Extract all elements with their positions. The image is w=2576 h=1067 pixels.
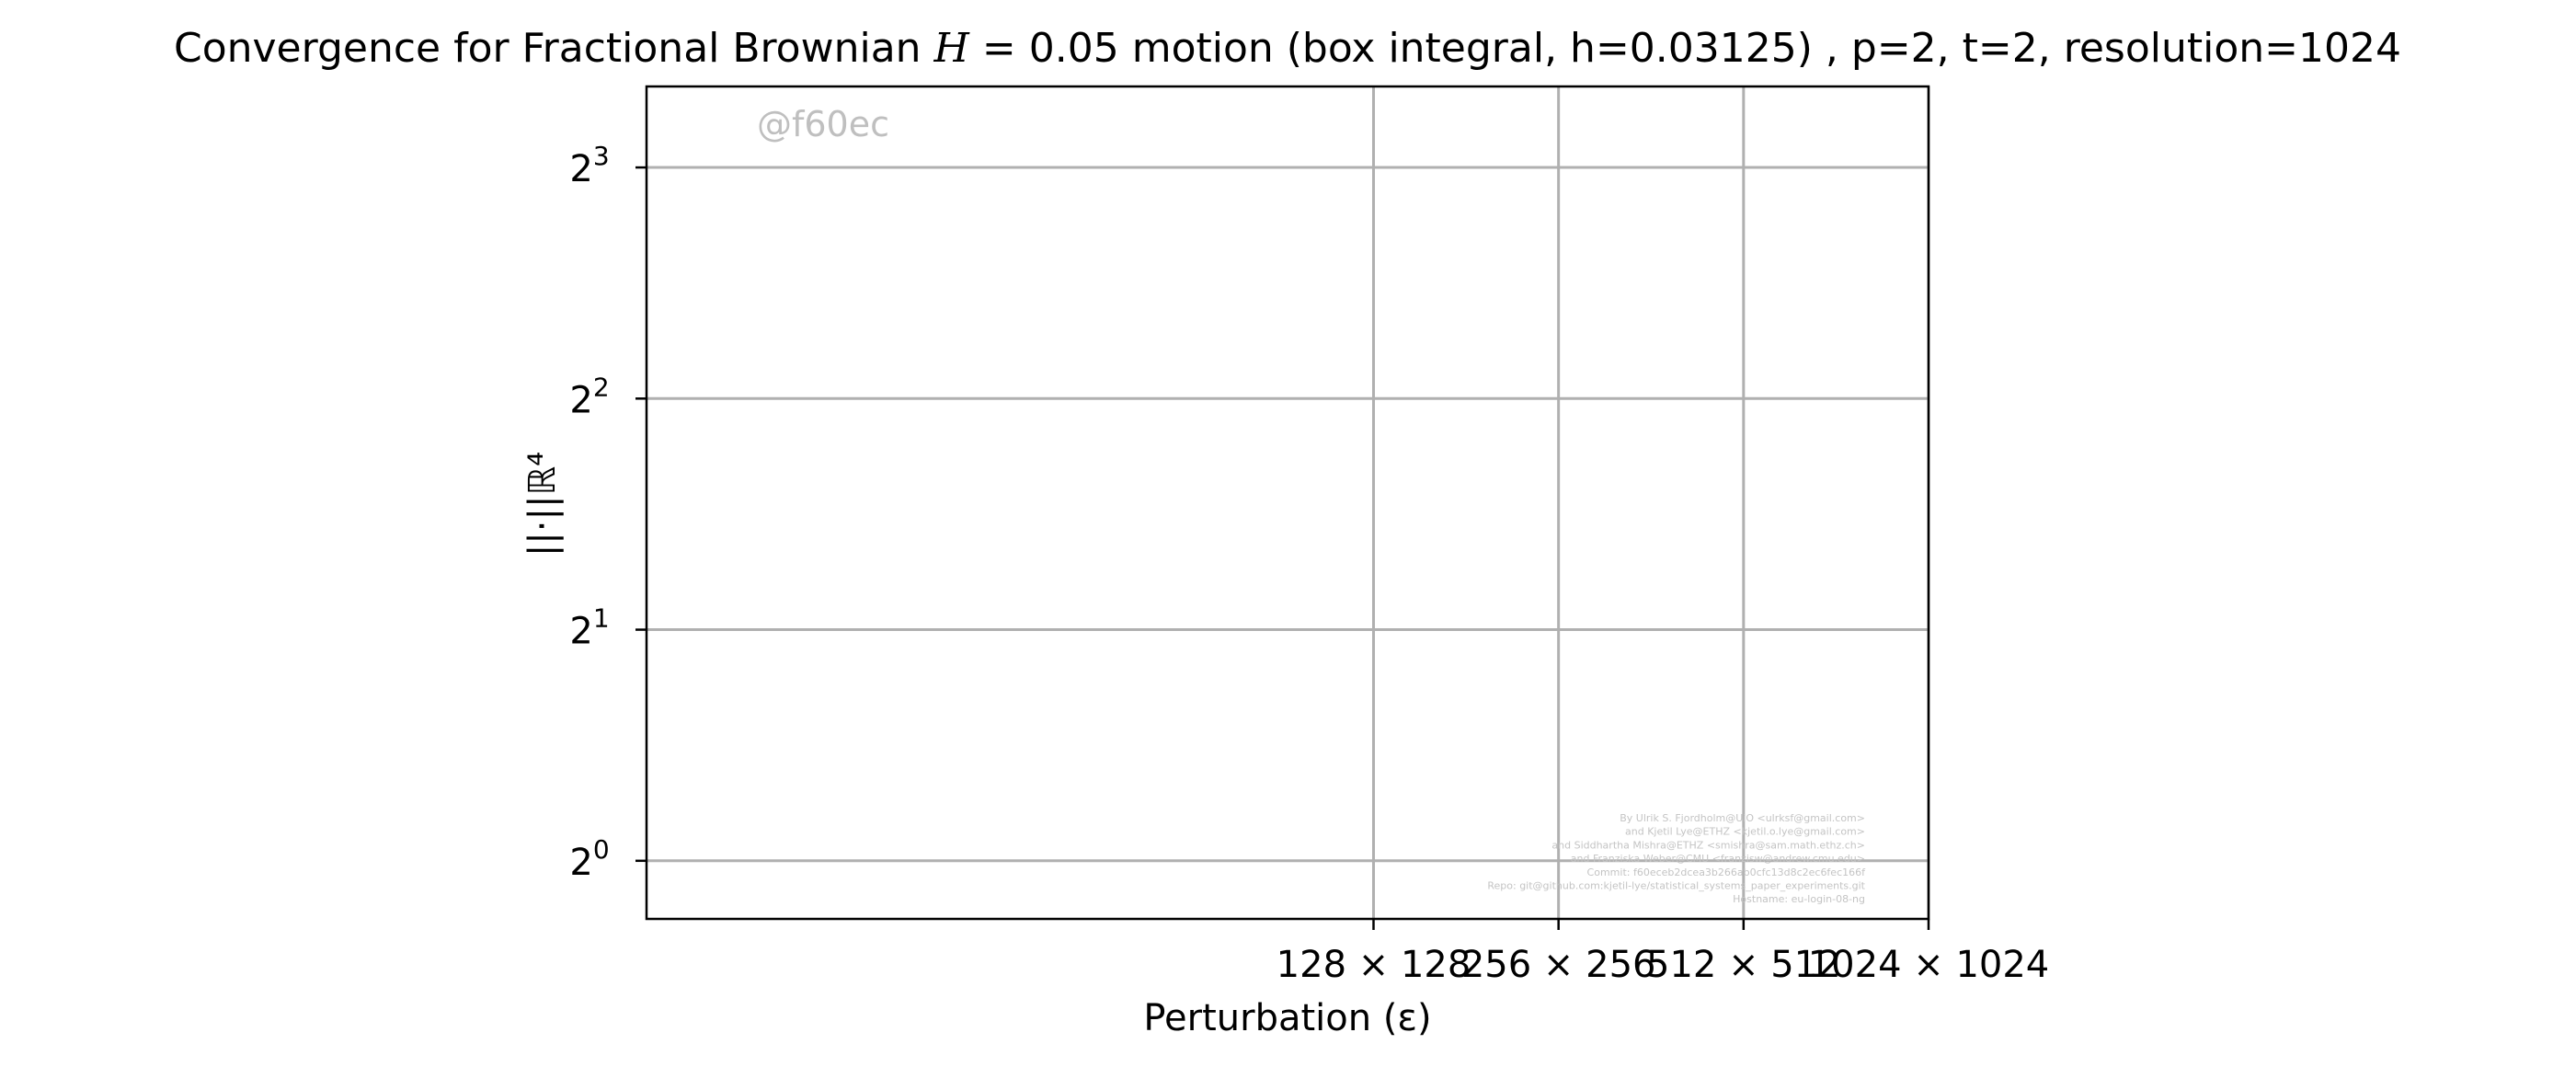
x-tick-label: 128 × 128 bbox=[1277, 944, 1471, 986]
title-math-var: H bbox=[933, 25, 971, 72]
y-tick-label: 23 bbox=[569, 141, 609, 190]
title-prefix: Convergence for Fractional Brownian bbox=[174, 25, 934, 72]
y-label-text: ||·||ℝ⁴ bbox=[521, 452, 564, 556]
y-axis-label: ||·||ℝ⁴ bbox=[521, 452, 564, 556]
plot-area-frame bbox=[645, 85, 1930, 921]
credit-line: Commit: f60eceb2dcea3b266ab0cfc13d8c2ec6… bbox=[1587, 866, 1867, 878]
x-axis-label: Perturbation (ε) bbox=[1143, 997, 1431, 1039]
credit-line: Hostname: eu-login-08-ng bbox=[1733, 893, 1865, 905]
y-tick-base: 2 bbox=[569, 611, 592, 653]
x-tick-label: 256 × 256 bbox=[1461, 944, 1656, 986]
credit-line: and Kjetil Lye@ETHZ <kjetil.o.lye@gmail.… bbox=[1625, 826, 1865, 838]
y-tick-base: 2 bbox=[569, 842, 592, 884]
y-tick-exponent: 3 bbox=[593, 141, 610, 171]
credit-line: Repo: git@github.com:kjetil-lye/statisti… bbox=[1487, 880, 1865, 892]
credits-block: By Ulrik S. Fjordholm@UiO <ulrksf@gmail.… bbox=[1487, 812, 1866, 905]
x-label-text: Perturbation (ε) bbox=[1143, 997, 1431, 1039]
y-tick-base: 2 bbox=[569, 379, 592, 421]
y-tick-exponent: 1 bbox=[593, 603, 610, 634]
y-tick-base: 2 bbox=[569, 148, 592, 190]
credit-line: and Siddhartha Mishra@ETHZ <smishra@sam.… bbox=[1551, 839, 1865, 851]
y-tick-exponent: 2 bbox=[593, 372, 610, 402]
title-math-rest: = 0.05 bbox=[969, 25, 1119, 72]
credit-line: and Franziska Weber@CMU <franzisw@andrew… bbox=[1571, 853, 1865, 865]
y-tick-label: 22 bbox=[569, 372, 609, 421]
x-tick-label: 512 × 512 bbox=[1646, 944, 1841, 986]
watermark: @f60ec bbox=[757, 104, 889, 144]
credit-line: By Ulrik S. Fjordholm@UiO <ulrksf@gmail.… bbox=[1620, 812, 1865, 824]
grid-lines bbox=[647, 86, 1930, 919]
y-tick-label: 20 bbox=[569, 834, 609, 884]
title-suffix: motion (box integral, h=0.03125) , p=2, … bbox=[1119, 25, 2401, 72]
y-tick-label: 21 bbox=[569, 603, 609, 653]
x-tick-label: 1024 × 1024 bbox=[1808, 944, 2050, 986]
chart-title: Convergence for Fractional Brownian H = … bbox=[174, 25, 2401, 72]
y-tick-exponent: 0 bbox=[593, 834, 610, 865]
